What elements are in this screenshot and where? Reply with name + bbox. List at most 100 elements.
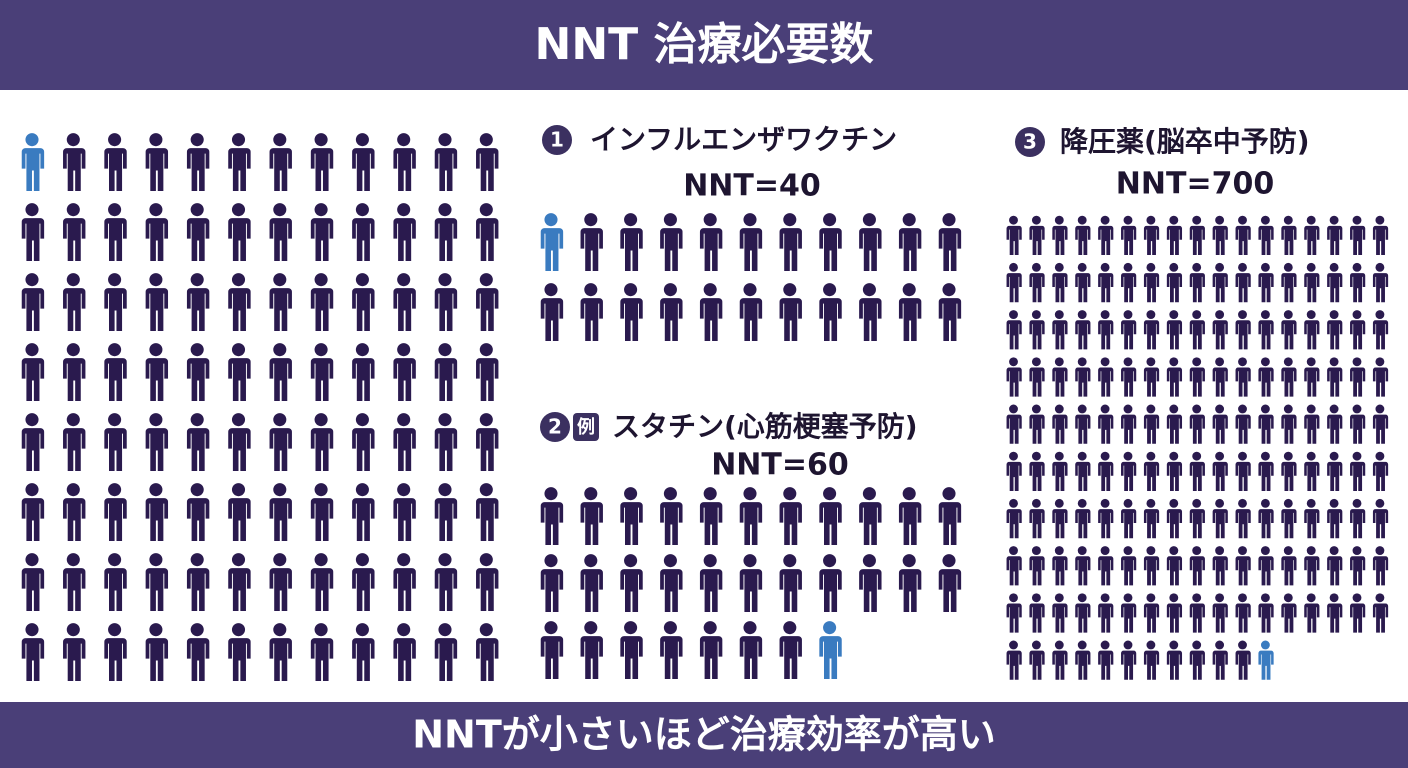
person-icon: [699, 487, 723, 545]
person-icon: [1189, 593, 1205, 633]
person-icon: [1121, 640, 1137, 680]
person-icon: [310, 273, 334, 331]
mark: 例: [577, 416, 595, 438]
person-icon: [1350, 451, 1366, 491]
person-icon: [1029, 640, 1045, 680]
badge-number: 2: [548, 415, 562, 439]
person-icon: [1350, 357, 1366, 397]
person-icon: [186, 623, 210, 681]
person-icon: [476, 553, 499, 611]
panel-label: インフルエンザワクチン: [590, 123, 897, 156]
person-icon: [352, 343, 375, 401]
person-icon: [63, 413, 86, 471]
person-icon: [1075, 593, 1091, 633]
person-icon: [1350, 310, 1366, 350]
person-icon: [1006, 546, 1022, 586]
footer-text: NNTが小さいほど治療効率が高い: [412, 713, 996, 757]
person-icon: [1006, 640, 1022, 680]
person-icon: [739, 283, 763, 341]
person-icon: [898, 213, 922, 271]
person-icon: [1372, 310, 1389, 350]
person-icon: [1189, 498, 1205, 539]
person-icon: [145, 413, 169, 471]
person-icon: [269, 133, 292, 191]
person-icon: [228, 273, 251, 331]
person-icon: [620, 621, 643, 679]
person-icon: [1372, 262, 1389, 303]
mark-box: [573, 413, 599, 441]
person-icon: [1166, 593, 1183, 633]
person-icon: [1372, 546, 1389, 586]
person-icon: [393, 273, 416, 331]
person-icon: [1281, 546, 1297, 586]
person-icon: [1052, 215, 1068, 255]
person-icon: [819, 554, 842, 612]
person-icon: [352, 483, 375, 541]
person-icon: [1166, 215, 1183, 255]
person-icon: [1327, 262, 1343, 303]
person-icon: [540, 554, 564, 612]
person-icon: [938, 554, 962, 612]
person-icon: [186, 133, 210, 191]
person-icon: [540, 283, 564, 341]
person-icon: [269, 413, 292, 471]
person-icon: [352, 623, 375, 681]
person-icon: [620, 487, 643, 545]
person-icon: [104, 203, 127, 261]
person-icon: [1258, 593, 1274, 633]
person-icon: [1350, 215, 1366, 255]
person-icon: [228, 343, 251, 401]
person-icon: [310, 483, 334, 541]
badge: [540, 412, 570, 442]
person-icon: [1212, 310, 1228, 350]
person-icon: [1006, 262, 1022, 303]
person-icon: [1304, 310, 1320, 350]
person-icon: [186, 273, 210, 331]
person-icon: [1121, 404, 1137, 444]
person-icon: [186, 553, 210, 611]
person-icon: [1372, 215, 1389, 255]
person-icon: [859, 554, 882, 612]
person-icon: [1143, 451, 1160, 491]
person-icon: [1281, 404, 1297, 444]
person-icon: [580, 554, 603, 612]
person-icon: [580, 621, 603, 679]
person-icon: [1281, 498, 1297, 539]
person-icon: [1304, 262, 1320, 303]
person-icon: [1350, 593, 1366, 633]
person-icon: [1143, 357, 1160, 397]
badge: [1015, 127, 1045, 157]
person-icon: [21, 343, 45, 401]
person-icon: [1075, 357, 1091, 397]
person-icon: [1052, 593, 1068, 633]
header-bar: [0, 0, 1408, 90]
person-icon: [63, 343, 86, 401]
person-icon: [620, 554, 643, 612]
person-icon: [620, 283, 643, 341]
person-icon: [1258, 404, 1274, 444]
person-icon: [1052, 546, 1068, 586]
person-icon: [1304, 546, 1320, 586]
person-icon: [1372, 498, 1389, 539]
person-icon: [660, 213, 683, 271]
person-icon: [434, 203, 458, 261]
person-icon: [1098, 451, 1114, 491]
person-icon: [580, 283, 603, 341]
person-icon: [1212, 262, 1228, 303]
person-icon: [228, 553, 251, 611]
person-icon: [434, 133, 458, 191]
person-icon: [228, 413, 251, 471]
person-icon: [1235, 640, 1251, 680]
person-icon: [1029, 404, 1045, 444]
person-icon: [1098, 498, 1114, 539]
person-icon: [476, 203, 499, 261]
person-icon-highlight: [21, 133, 45, 191]
person-icon: [476, 623, 499, 681]
person-icon: [104, 483, 127, 541]
person-icon: [145, 553, 169, 611]
person-icon: [1006, 357, 1022, 397]
person-icon: [393, 483, 416, 541]
person-icon: [779, 621, 802, 679]
person-icon: [434, 483, 458, 541]
